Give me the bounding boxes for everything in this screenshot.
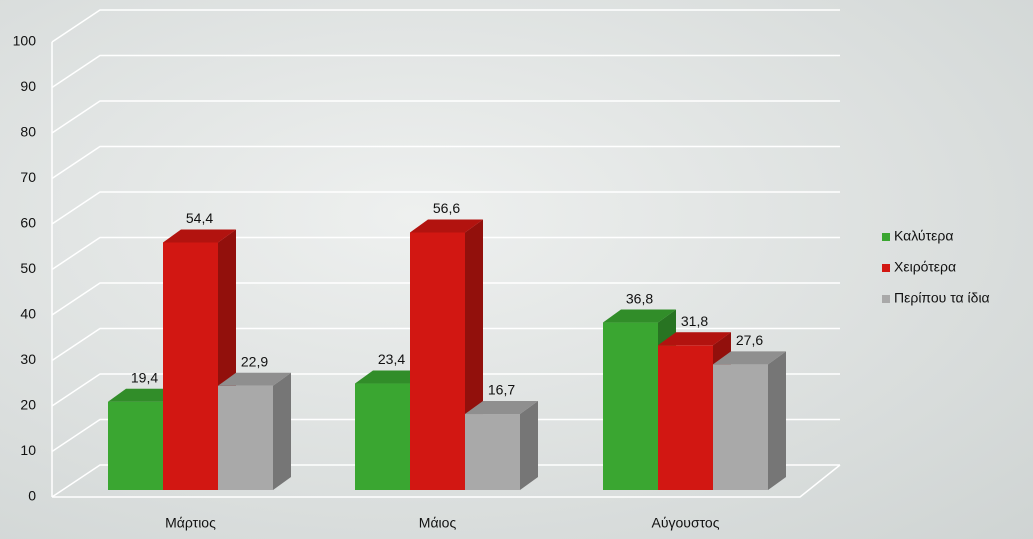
- bar-side-shade: [520, 401, 538, 490]
- value-label: 22,9: [241, 354, 268, 370]
- value-label: 27,6: [736, 332, 763, 348]
- y-tick-label: 40: [20, 306, 36, 322]
- bar-side-shade: [273, 372, 291, 490]
- bar-side: [520, 401, 538, 490]
- grid-line: [51, 418, 840, 453]
- bar-top: [218, 372, 291, 386]
- bar: [713, 351, 786, 490]
- bar-top: [163, 229, 236, 243]
- bar-top: [713, 351, 786, 365]
- grid-line: [51, 282, 840, 316]
- bar-top-shade: [713, 351, 786, 365]
- legend-swatch: [882, 233, 890, 241]
- value-label: 36,8: [626, 290, 653, 306]
- x-tick-label: Μάρτιος: [165, 515, 216, 531]
- bar-front: [603, 322, 658, 490]
- bar-front: [218, 385, 273, 490]
- bar-top: [658, 332, 731, 346]
- grid-line: [51, 236, 840, 271]
- grid-line: [51, 373, 840, 407]
- value-label: 31,8: [681, 313, 708, 329]
- y-tick-label: 20: [20, 397, 36, 413]
- y-tick-label: 100: [13, 33, 37, 49]
- bar-top-shade: [465, 401, 538, 415]
- legend-swatch: [882, 295, 890, 303]
- floor: [52, 464, 841, 498]
- bar-front: [163, 242, 218, 490]
- bar-top-shade: [355, 370, 428, 384]
- y-tick-label: 0: [28, 488, 36, 504]
- y-tick-label: 70: [20, 169, 36, 185]
- bar-front: [355, 383, 410, 490]
- x-tick-label: Μάιος: [419, 515, 457, 531]
- legend-label: Χειρότερα: [894, 259, 956, 275]
- y-tick-label: 60: [20, 215, 36, 231]
- value-label: 23,4: [378, 351, 405, 367]
- bar-top: [603, 309, 676, 323]
- value-label: 19,4: [131, 369, 158, 385]
- grid-line: [51, 464, 840, 498]
- bar-front: [658, 345, 713, 490]
- bar-top-shade: [603, 309, 676, 323]
- bar-front: [108, 401, 163, 490]
- legend-label: Περίπου τα ίδια: [894, 290, 990, 306]
- bar: [465, 401, 538, 490]
- bar-top-shade: [410, 219, 483, 233]
- bar-side: [768, 351, 786, 490]
- bar-top: [410, 219, 483, 233]
- bar-top-shade: [218, 372, 291, 386]
- bar: [163, 229, 236, 491]
- bar-top-shade: [108, 388, 181, 402]
- bar-side-shade: [768, 351, 786, 490]
- bar-top-shade: [163, 229, 236, 243]
- bar-front: [410, 232, 465, 490]
- value-label: 56,6: [433, 200, 460, 216]
- y-tick-label: 50: [20, 260, 36, 276]
- value-label: 54,4: [186, 210, 213, 226]
- grid-line: [51, 54, 840, 89]
- bar-top: [108, 388, 181, 402]
- grid-line: [51, 191, 840, 225]
- bar-side: [273, 372, 291, 490]
- grid-line: [51, 100, 840, 134]
- legend-swatch: [882, 264, 890, 272]
- bar-front: [713, 364, 768, 490]
- bar-top: [465, 401, 538, 415]
- y-tick-label: 10: [20, 442, 36, 458]
- grid-line: [51, 145, 840, 180]
- grid-line: [51, 327, 840, 362]
- bar: [218, 372, 291, 490]
- y-tick-label: 80: [20, 124, 36, 140]
- x-tick-label: Αύγουστος: [652, 515, 720, 531]
- grid-line: [51, 9, 840, 43]
- y-tick-label: 90: [20, 78, 36, 94]
- legend-label: Καλύτερα: [894, 228, 953, 244]
- y-tick-label: 30: [20, 351, 36, 367]
- bar-top: [355, 370, 428, 384]
- value-label: 16,7: [488, 382, 515, 398]
- bar-front: [465, 414, 520, 490]
- bar-top-shade: [658, 332, 731, 346]
